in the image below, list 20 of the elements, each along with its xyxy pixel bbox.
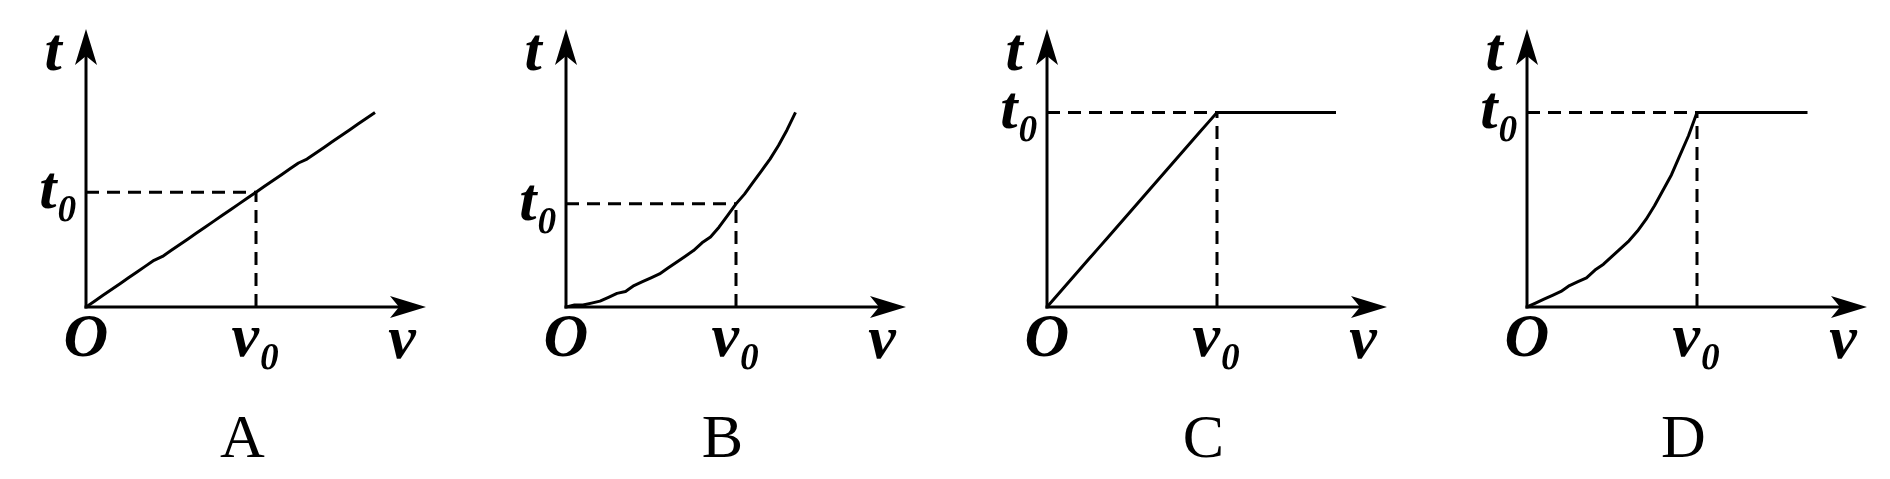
x-tick-label: O: [63, 301, 109, 370]
text: C: [1182, 402, 1225, 470]
y-axis-title: t: [44, 15, 64, 83]
x-tick-label: O: [543, 301, 589, 370]
text: A: [220, 402, 266, 470]
x-tick-label: v₀: [711, 301, 761, 371]
x-tick-label: v₀: [1192, 301, 1242, 371]
x-axis-title: v: [1349, 303, 1379, 371]
y-axis-title: t: [524, 15, 544, 83]
x-axis-title: v: [1829, 303, 1859, 371]
x-axis-title: v: [388, 303, 418, 371]
x-tick-label: O: [1504, 301, 1550, 370]
x-tick-label: v₀: [231, 301, 281, 371]
text: D: [1661, 402, 1706, 470]
x-tick-label: O: [1024, 301, 1070, 370]
x-tick-label: v₀: [1672, 301, 1722, 371]
annotation: t₀: [39, 153, 78, 223]
text: B: [701, 402, 744, 470]
x-axis-title: v: [868, 303, 898, 371]
annotation: t₀: [519, 164, 558, 234]
